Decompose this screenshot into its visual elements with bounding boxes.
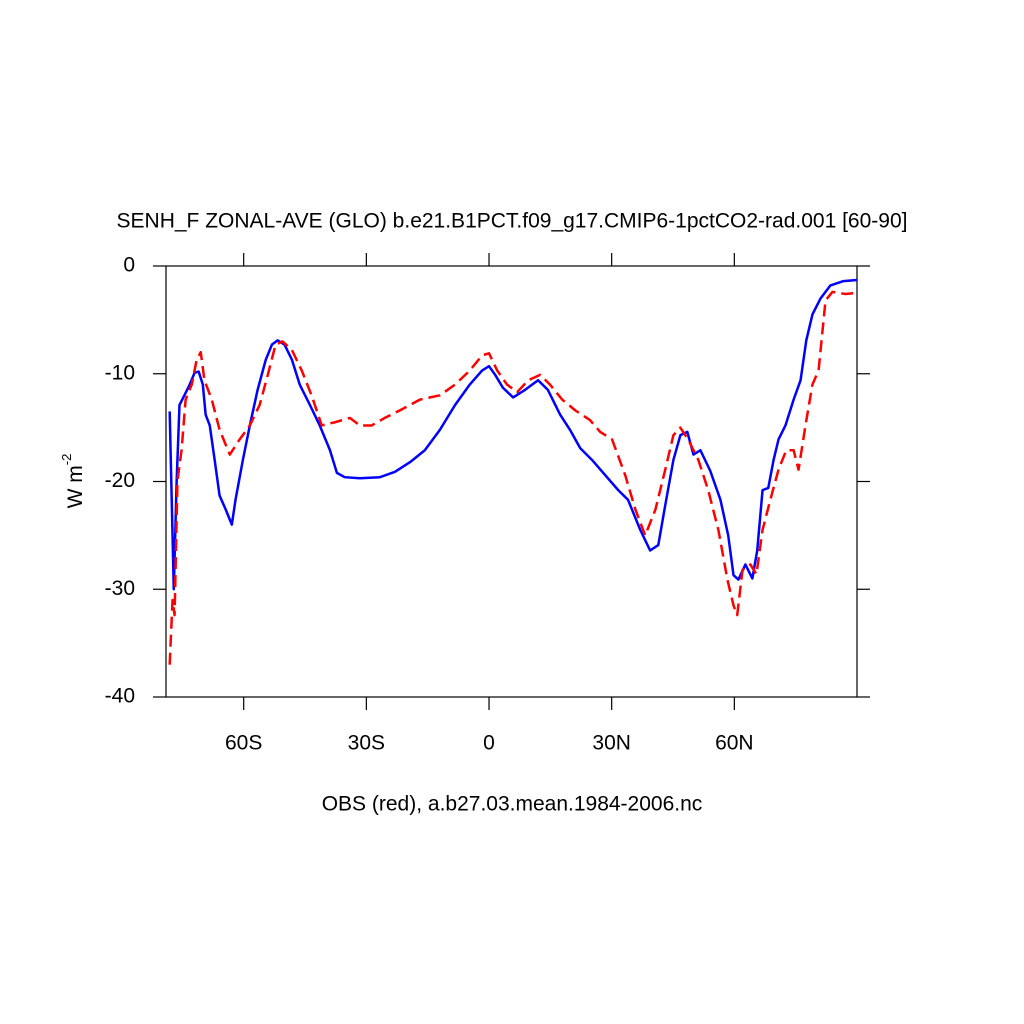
series-line: [168, 278, 858, 591]
x-tick-label: 30N: [592, 732, 631, 755]
x-axis-label: OBS (red), a.b27.03.mean.1984-2006.nc: [322, 793, 703, 816]
y-label-main: W m: [64, 465, 87, 508]
series-line: [168, 290, 858, 665]
y-label-sup: -2: [59, 454, 74, 466]
y-tick-label: -20: [105, 469, 135, 492]
x-tick-label: 60S: [225, 732, 262, 755]
y-axis-label-text: W m-2: [59, 454, 86, 509]
x-tick-label: 0: [483, 732, 495, 755]
x-tick-label: 60N: [715, 732, 754, 755]
y-axis-label: W m-2: [59, 454, 86, 509]
y-tick-label: -30: [105, 577, 135, 600]
y-tick-label: 0: [123, 254, 135, 277]
chart-title: SENH_F ZONAL-AVE (GLO) b.e21.B1PCT.f09_g…: [117, 210, 908, 233]
x-tick-label: 30S: [348, 732, 385, 755]
y-tick-label: -40: [105, 685, 135, 708]
y-tick-label: -10: [105, 361, 135, 384]
plot-frame: [165, 265, 858, 698]
